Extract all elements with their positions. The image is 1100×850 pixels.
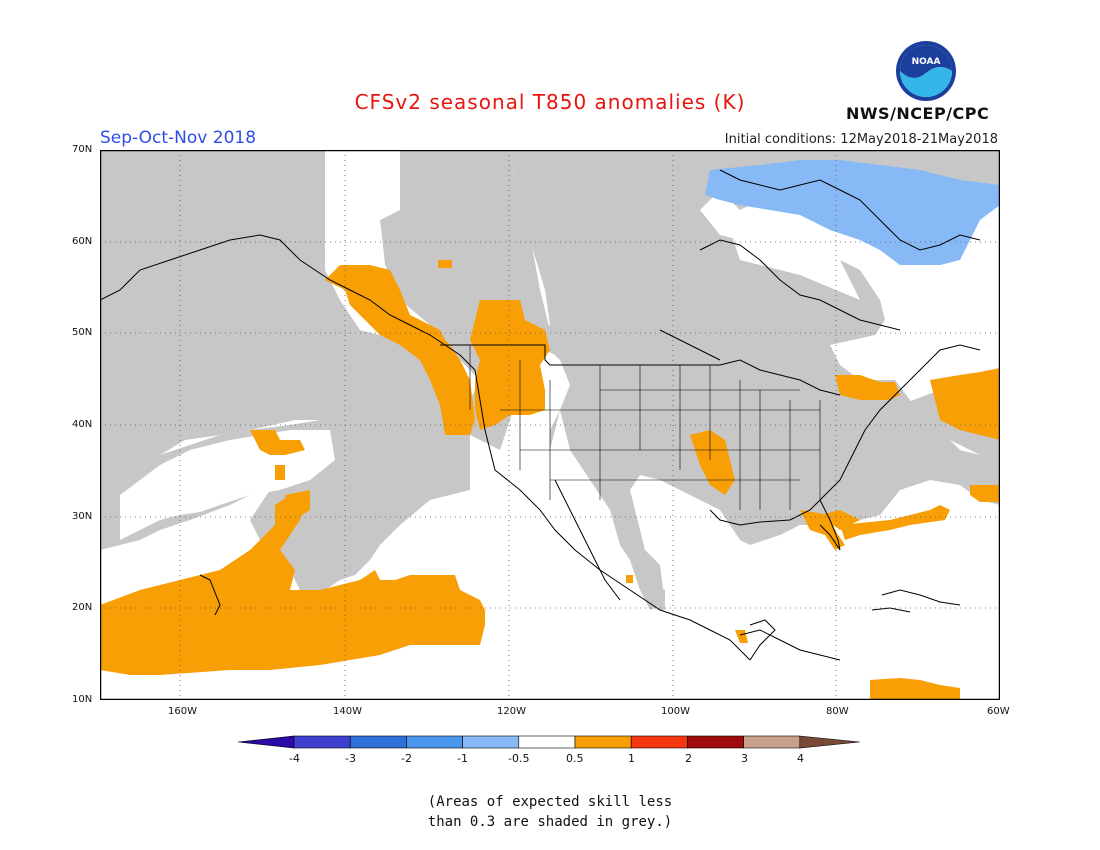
- lon-label-120w: 120W: [497, 706, 526, 717]
- political-borders: [469, 345, 821, 510]
- anomaly-map: [100, 150, 1000, 700]
- map-frame: [100, 150, 1000, 700]
- colorbar-label: -3: [345, 752, 356, 765]
- lat-label-30n: 30N: [72, 511, 93, 522]
- colorbar-segment: [349, 735, 407, 749]
- logo-text: NOAA: [912, 57, 941, 67]
- lon-label-60w: 60W: [987, 706, 1010, 717]
- warm-anomaly-regions: [100, 260, 1000, 700]
- colorbar-label: -1: [457, 752, 468, 765]
- graticule: [100, 150, 1000, 700]
- agency-label: NWS/NCEP/CPC: [846, 104, 990, 123]
- colorbar-label: -0.5: [508, 752, 530, 765]
- colorbar-label: 2: [685, 752, 692, 765]
- noaa-logo: NOAA: [896, 41, 956, 101]
- initial-conditions-label: Initial conditions: 12May2018-21May2018: [724, 132, 998, 147]
- cool-anomaly-region: [705, 160, 1000, 265]
- colorbar-segment: [630, 735, 688, 749]
- colorbar-label: 4: [797, 752, 804, 765]
- coastlines: [100, 169, 981, 661]
- color-bar: [238, 735, 860, 749]
- lon-label-100w: 100W: [661, 706, 690, 717]
- colorbar-label: 3: [741, 752, 748, 765]
- lat-label-20n: 20N: [72, 602, 93, 613]
- skill-note-line1: (Areas of expected skill less: [427, 794, 673, 810]
- colorbar-label: 1: [628, 752, 635, 765]
- colorbar-label: -2: [401, 752, 412, 765]
- colorbar-label: -4: [289, 752, 300, 765]
- lon-label-140w: 140W: [333, 706, 362, 717]
- colorbar-label: 0.5: [566, 752, 584, 765]
- colorbar-segment: [743, 735, 801, 749]
- lat-label-70n: 70N: [72, 144, 93, 155]
- colorbar-segment: [799, 735, 860, 749]
- skill-note: (Areas of expected skill less than 0.3 a…: [0, 792, 1100, 832]
- lat-label-60n: 60N: [72, 236, 93, 247]
- lat-label-40n: 40N: [72, 419, 93, 430]
- near-normal-areas: [120, 150, 860, 630]
- colorbar-segment: [406, 735, 463, 749]
- colorbar-segment: [518, 735, 576, 749]
- lon-label-80w: 80W: [826, 706, 849, 717]
- skill-note-line2: than 0.3 are shaded in grey.): [427, 814, 673, 830]
- colorbar-segment: [293, 735, 351, 749]
- colorbar-segment: [238, 735, 295, 749]
- season-label: Sep-Oct-Nov 2018: [100, 128, 257, 148]
- lat-label-10n: 10N: [72, 694, 93, 705]
- lon-label-160w: 160W: [168, 706, 197, 717]
- colorbar-segment: [687, 735, 744, 749]
- lat-label-50n: 50N: [72, 327, 93, 338]
- colorbar-segment: [462, 735, 520, 749]
- map-title: CFSv2 seasonal T850 anomalies (K): [354, 90, 746, 114]
- colorbar-segment: [574, 735, 632, 749]
